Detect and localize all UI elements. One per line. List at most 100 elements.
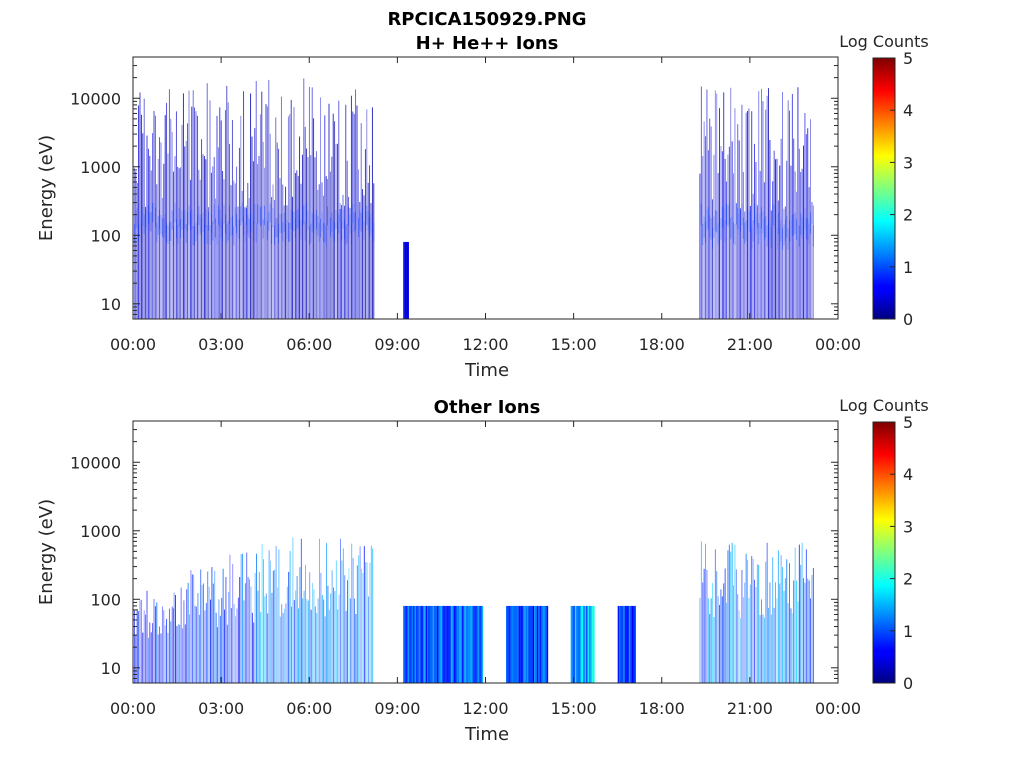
spectrogram-column: [463, 606, 465, 683]
colorbar: 0 1 2 3 4 5 Log Counts: [839, 32, 929, 329]
spectrogram-column: [440, 606, 442, 683]
spectrogram-column: [620, 606, 622, 683]
colorbar-gradient: [873, 58, 895, 319]
x-tick-label: 12:00: [462, 699, 508, 718]
spectrogram-column: [466, 606, 468, 683]
spectrogram-column: [480, 606, 482, 683]
spectrogram-column: [513, 606, 515, 683]
spectrogram-column: [469, 606, 471, 683]
spectrogram-column: [435, 606, 437, 683]
spectrogram-column: [449, 606, 451, 683]
spectrogram-column: [412, 606, 414, 683]
spectrogram-column: [520, 606, 522, 683]
colorbar-tick-label: 3: [903, 153, 913, 172]
spectrogram-column: [592, 606, 594, 683]
activity-block: [700, 542, 813, 683]
spectrogram-column: [407, 606, 409, 683]
panel-title: H+ He++ Ions: [416, 33, 559, 54]
activity-block: [618, 606, 636, 683]
spectrogram-column: [427, 606, 429, 683]
spectrogram-column: [403, 242, 405, 319]
spectrogram-column: [470, 606, 472, 683]
x-tick-label: 21:00: [727, 335, 773, 354]
spectrogram-column: [537, 606, 539, 683]
spectrogram-column: [623, 606, 625, 683]
y-tick-label: 10: [101, 295, 121, 314]
spectrogram-column: [545, 606, 547, 683]
spectrogram-column: [516, 606, 518, 683]
spectrogram-column: [582, 606, 584, 683]
spectrogram-column: [514, 606, 516, 683]
spectrogram-column: [535, 606, 537, 683]
spectrogram-heatmap: [133, 538, 813, 683]
y-tick-label: 1000: [80, 158, 121, 177]
spectrogram-column: [431, 606, 433, 683]
spectrogram-column: [544, 606, 546, 683]
spectrogram-column: [573, 606, 575, 683]
spectrogram-column: [462, 606, 464, 683]
colorbar-tick-label: 5: [903, 49, 913, 68]
spectrogram-column: [627, 606, 629, 683]
spectrogram-column: [632, 606, 634, 683]
spectrogram-column: [533, 606, 535, 683]
panel-title: Other Ions: [434, 397, 541, 418]
spectrogram-column: [586, 606, 588, 683]
spectrogram-column: [622, 606, 624, 683]
y-axis-label: Energy (eV): [36, 135, 57, 241]
spectrogram-column: [406, 242, 408, 319]
spectrogram-column: [455, 606, 457, 683]
spectrogram-column: [458, 606, 460, 683]
spectrogram-column: [625, 606, 627, 683]
spectrogram-column: [506, 606, 508, 683]
spectrogram-column: [575, 606, 577, 683]
spectrogram-column: [454, 606, 456, 683]
spectrogram-column: [438, 606, 440, 683]
x-tick-label: 18:00: [639, 335, 685, 354]
spectrogram-column: [437, 606, 439, 683]
spectrogram-column: [403, 606, 405, 683]
spectrogram-column: [593, 606, 595, 683]
spectrogram-column: [410, 606, 412, 683]
spectrogram-column: [589, 606, 591, 683]
spectrogram-column: [571, 606, 573, 683]
spectrogram-column: [630, 606, 632, 683]
spectrogram-column: [629, 606, 631, 683]
spectrogram-column: [420, 606, 422, 683]
spectrogram-column: [527, 606, 529, 683]
y-tick-label: 1000: [80, 522, 121, 541]
colorbar-tick-label: 3: [903, 517, 913, 536]
spectrogram-column: [541, 606, 543, 683]
spectrogram-column: [507, 606, 509, 683]
y-tick-label: 100: [90, 226, 121, 245]
spectrogram-column: [473, 606, 475, 683]
colorbar-tick-label: 1: [903, 258, 913, 277]
colorbar-tick-label: 2: [903, 570, 913, 589]
spectrogram-column: [448, 606, 450, 683]
colorbar-tick-label: 4: [903, 465, 913, 484]
spectrogram-column: [521, 606, 523, 683]
y-tick-label: 100: [90, 590, 121, 609]
x-tick-label: 18:00: [639, 699, 685, 718]
spectrogram-column: [578, 606, 580, 683]
spectrogram-column: [482, 606, 484, 683]
colorbar-tick-label: 1: [903, 622, 913, 641]
activity-block: [403, 242, 409, 319]
x-tick-label: 00:00: [815, 699, 861, 718]
panel-other-ions: Other Ions 00:00 03:00 06:00 09:00 12:00 15:0…: [36, 396, 929, 745]
spectrogram-column: [583, 606, 585, 683]
activity-block: [174, 567, 229, 683]
spectrogram-column: [414, 606, 416, 683]
activity-block: [571, 606, 595, 683]
spectrogram-column: [428, 606, 430, 683]
spectrogram-column: [442, 606, 444, 683]
spectrogram-column: [538, 606, 540, 683]
x-tick-label: 09:00: [374, 699, 420, 718]
spectrogram-column: [416, 606, 418, 683]
spectrogram-column: [405, 242, 407, 319]
colorbar-tick-label: 0: [903, 310, 913, 329]
figure-title: RPCICA150929.PNG: [387, 9, 586, 30]
spectrogram-column: [512, 606, 513, 683]
spectrogram-column: [528, 606, 530, 683]
x-tick-label: 00:00: [815, 335, 861, 354]
spectrogram-column: [479, 606, 481, 683]
